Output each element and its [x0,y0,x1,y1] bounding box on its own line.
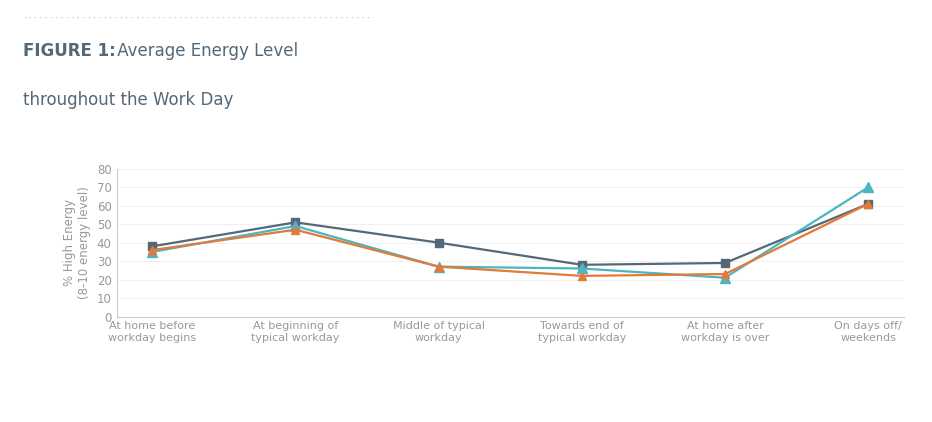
Text: Average Energy Level: Average Energy Level [112,42,298,60]
Text: throughout the Work Day: throughout the Work Day [23,91,234,109]
Y-axis label: % High Energy
(8-10 energy level): % High Energy (8-10 energy level) [63,186,91,299]
Text: FIGURE 1:: FIGURE 1: [23,42,116,60]
Text: ·································································: ········································… [23,15,373,24]
